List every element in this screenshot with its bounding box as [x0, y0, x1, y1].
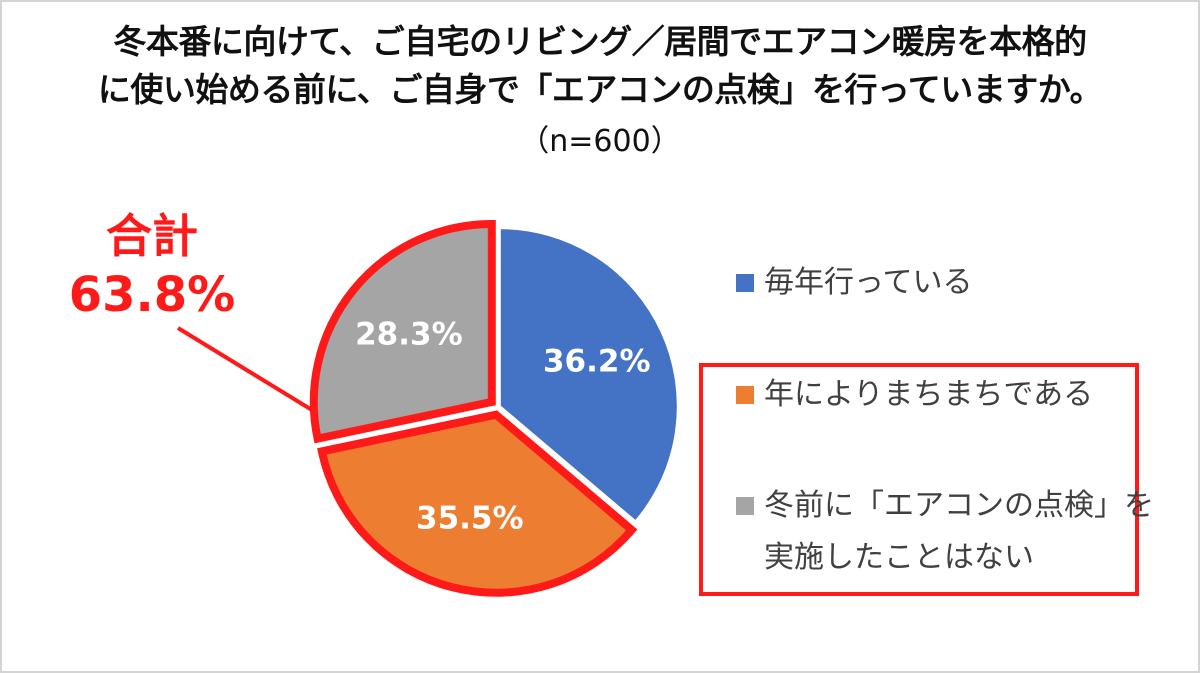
chart-title-line-1: 冬本番に向けて、ご自宅のリビング／居間でエアコン暖房を本格的 — [113, 22, 1087, 61]
pie-data-label-every-year: 36.2% — [543, 343, 651, 379]
legend-highlight-box — [699, 363, 1139, 596]
total-callout: 合計 63.8% — [42, 207, 262, 325]
legend-label-varies: 年によりまちまちである — [764, 377, 1094, 412]
legend-swatch-varies — [736, 386, 754, 404]
legend-item-never: 冬前に「エアコンの点検」を 実施したことはない — [736, 480, 1154, 584]
legend-item-varies: 年によりまちまちである — [736, 369, 1093, 421]
legend-swatch-never — [736, 497, 754, 515]
pie-data-label-varies: 35.5% — [416, 500, 524, 536]
legend-item-every-year: 毎年行っている — [736, 257, 973, 309]
legend-label-never-line-2: 実施したことはない — [764, 540, 1034, 575]
chart-subtitle: （n=600） — [519, 124, 681, 159]
callout-leader-line — [176, 326, 314, 412]
total-callout-value: 63.8% — [68, 267, 236, 323]
total-callout-label: 合計 — [106, 209, 198, 263]
legend-label-never-line-1: 冬前に「エアコンの点検」を — [764, 488, 1154, 523]
legend-swatch-every-year — [736, 274, 754, 292]
chart-title-line-2: に使い始める前に、ご自身で「エアコンの点検」を行っていますか。 — [97, 70, 1103, 109]
pie-slice-highlight-outline-varies — [317, 410, 638, 597]
pie-data-label-never: 28.3% — [355, 317, 463, 353]
pie-slice-every-year — [498, 227, 679, 523]
chart-title: 冬本番に向けて、ご自宅のリビング／居間でエアコン暖房を本格的 に使い始める前に、… — [2, 18, 1198, 114]
legend-label-every-year: 毎年行っている — [764, 265, 973, 300]
pie-slice-highlight-outline-never — [309, 219, 496, 444]
